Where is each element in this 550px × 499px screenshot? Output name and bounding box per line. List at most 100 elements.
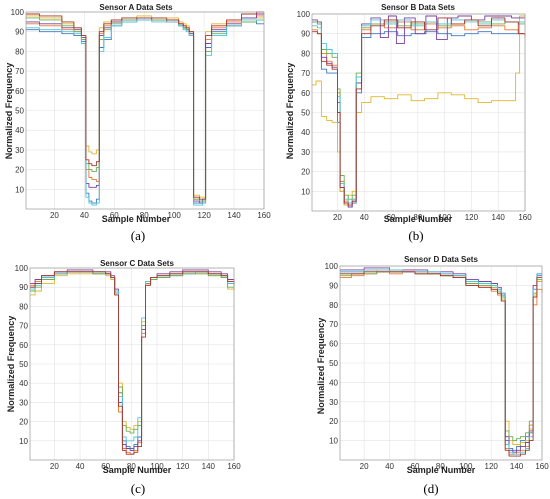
y-tick-label: 90 [19,283,28,292]
x-tick-label: 120 [465,213,479,222]
panel-a-xlabel: Sample Number [102,214,171,224]
x-tick-label: 100 [168,211,182,220]
x-tick-label: 140 [510,462,524,471]
x-tick-label: 80 [413,213,422,222]
panel-c-title: Sensor C Data Sets [100,259,174,268]
x-tick-label: 160 [257,211,271,220]
x-tick-label: 20 [333,213,342,222]
panel-a-axes-frame [25,11,265,210]
panel-b-series-line [312,15,525,208]
panel-a: Sensor A Data Sets 20 40 60 80 100 120 140 160 1… [4,3,271,243]
y-tick-label: 80 [19,302,28,311]
y-tick-label: 60 [329,340,338,349]
y-tick-label: 70 [15,67,24,76]
panel-b: Sensor B Data Sets 20 40 60 80 100 120 140 160 1… [285,3,532,243]
panel-c-axes-frame [29,267,235,461]
x-tick-label: 20 [50,211,59,220]
panel-c-ylabel: Normalized Frequency [6,316,16,413]
y-tick-label: 30 [301,148,310,157]
x-tick-label: 40 [80,211,89,220]
y-tick-label: 100 [11,8,25,17]
y-tick-label: 70 [329,320,338,329]
x-tick-label: 20 [360,462,369,471]
panel-d-series-line [340,271,542,457]
panel-c-series-line [30,271,235,455]
x-tick-label: 160 [518,213,532,222]
x-tick-label: 140 [202,462,216,471]
y-tick-label: 20 [15,166,24,175]
panel-a-series-line [26,11,264,200]
x-tick-label: 60 [110,211,119,220]
panel-a-title: Sensor A Data Sets [99,3,173,12]
panel-d-title: Sensor D Data Sets [404,255,478,264]
x-tick-label: 40 [76,462,85,471]
y-tick-label: 90 [329,281,338,290]
y-tick-label: 30 [19,398,28,407]
y-tick-label: 60 [301,89,310,98]
y-tick-label: 100 [15,264,29,273]
panel-b-series-line [312,17,526,206]
y-tick-label: 20 [19,418,28,427]
x-tick-label: 140 [227,211,241,220]
y-tick-label: 10 [329,437,338,446]
x-tick-label: 20 [50,462,59,471]
x-tick-label: 60 [101,462,110,471]
panel-d-series-line [340,271,543,455]
y-tick-label: 20 [329,417,338,426]
panel-b-caption: (b) [408,228,423,243]
y-tick-label: 60 [15,87,24,96]
panel-d-ylabel: Normalized Frequency [316,318,326,415]
x-tick-label: 60 [411,462,420,471]
panel-a-plot-area: 20 40 60 80 100 120 140 160 10 20 30 40 50 60 70 80 90 10… [11,8,272,220]
x-tick-label: 140 [492,213,506,222]
x-tick-label: 80 [436,462,445,471]
panel-b-ylabel: Normalized Frequency [285,63,295,160]
y-tick-label: 90 [15,28,24,37]
y-tick-label: 30 [329,398,338,407]
x-tick-label: 80 [140,211,149,220]
panel-b-axes-frame [311,13,526,212]
panel-d-caption: (d) [423,481,438,496]
y-tick-label: 40 [301,128,310,137]
panel-a-ylabel: Normalized Frequency [4,63,14,160]
panel-b-title: Sensor B Data Sets [381,3,455,12]
panel-d-axes-frame [339,265,543,461]
panel-d-xlabel: Sample Number [407,465,476,475]
panel-c: Sensor C Data Sets 20 40 60 80 100 120 140 160 1… [6,259,241,496]
y-tick-label: 70 [19,322,28,331]
x-tick-label: 100 [150,462,164,471]
x-tick-label: 120 [197,211,211,220]
y-tick-label: 10 [15,185,24,194]
x-tick-label: 40 [385,462,394,471]
y-tick-label: 10 [19,437,28,446]
x-tick-label: 100 [438,213,452,222]
x-tick-label: 120 [176,462,190,471]
panel-b-xlabel: Sample Number [384,214,453,224]
panel-c-series-line [30,269,235,451]
y-tick-label: 40 [19,379,28,388]
y-tick-label: 100 [297,10,311,19]
y-tick-label: 10 [301,187,310,196]
y-tick-label: 100 [325,262,339,271]
panel-b-plot-area: 20 40 60 80 100 120 140 160 10 20 30 40 50 60 70 80 90 10… [297,10,533,222]
panel-b-series-line [312,21,525,208]
x-tick-label: 160 [535,462,549,471]
y-tick-label: 80 [301,49,310,58]
y-tick-label: 40 [15,126,24,135]
y-tick-label: 70 [301,69,310,78]
y-tick-label: 30 [15,146,24,155]
y-tick-label: 20 [301,168,310,177]
panel-b-series-line [312,15,525,206]
x-tick-label: 160 [227,462,241,471]
panel-d: Sensor D Data Sets 20 40 60 80 100 120 140 160 1… [316,255,549,496]
y-tick-label: 50 [15,107,24,116]
panel-c-caption: (c) [131,481,145,496]
y-tick-label: 80 [15,47,24,56]
y-tick-label: 80 [329,301,338,310]
x-tick-label: 40 [360,213,369,222]
y-tick-label: 50 [301,109,310,118]
x-tick-label: 100 [459,462,473,471]
y-tick-label: 50 [19,360,28,369]
x-tick-label: 60 [387,213,396,222]
